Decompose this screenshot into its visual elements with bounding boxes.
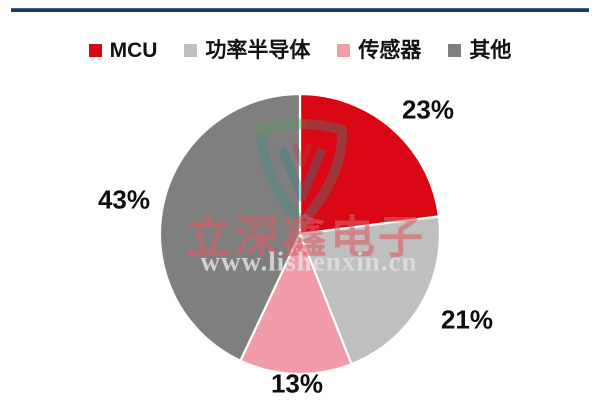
watermark-url-text: www.lishenxin.cn [200,246,418,277]
watermark-brand-text: 立深鑫电子 [185,211,427,263]
legend-label-mcu: MCU [109,39,158,62]
slice-label-power-semiconductor: 21% [440,304,494,335]
pie-slice-MCU [298,92,440,236]
chart-legend: MCU 功率半导体 传感器 其他 [0,40,600,61]
legend-label-sensor: 传感器 [358,39,422,62]
watermark-shield-icon [256,119,348,228]
legend-swatch-other [448,44,462,57]
legend-swatch-sensor [337,44,351,57]
legend-swatch-power-semiconductor [184,44,198,57]
slice-label-other: 43% [97,184,151,215]
top-divider [11,8,589,12]
legend-label-power-semiconductor: 功率半导体 [205,39,311,62]
pie-slice-其他 [158,92,302,362]
legend-label-other: 其他 [469,39,512,62]
legend-swatch-mcu [88,44,102,57]
legend-item-mcu: MCU [88,39,158,62]
legend-item-power-semiconductor: 功率半导体 [184,40,310,61]
legend-item-other: 其他 [448,40,511,61]
slice-label-mcu: 23% [401,94,455,125]
pie-slice-功率半导体 [298,215,442,366]
slice-label-sensor: 13% [270,368,324,399]
legend-item-sensor: 传感器 [337,40,421,61]
pie-slice-传感器 [239,232,353,376]
